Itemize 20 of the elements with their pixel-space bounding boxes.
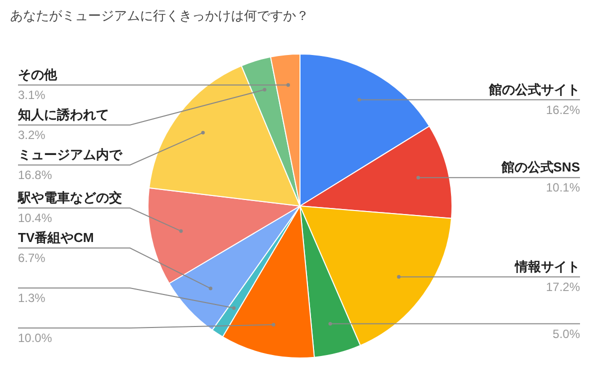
data-label: 1.3%: [18, 291, 46, 305]
slice-label: その他: [18, 66, 58, 82]
data-label: 10.4%: [18, 211, 52, 225]
slice-label: 知人に誘われて: [17, 106, 109, 122]
data-label: 17.2%: [546, 280, 580, 294]
data-label: 10.1%: [546, 180, 580, 195]
data-label: 3.1%: [18, 88, 46, 102]
slice-label: ミュージアム内で: [18, 146, 123, 162]
data-label: 6.7%: [18, 251, 46, 265]
data-label: 16.8%: [18, 168, 52, 182]
slice-label: 館の公式サイト: [488, 82, 580, 97]
data-label: 10.0%: [18, 331, 52, 345]
data-label: 5.0%: [552, 326, 580, 341]
data-label: 3.2%: [18, 128, 46, 142]
slice-label: TV番組やCM: [18, 230, 94, 245]
slice-label: 館の公式SNS: [500, 160, 580, 175]
slice-label: 駅や電車などの交: [17, 190, 122, 205]
slice-label: 情報サイト: [514, 258, 580, 274]
data-label: 16.2%: [546, 102, 580, 117]
title: あなたがミュージアムに行くきっかけは何ですか？: [10, 8, 309, 23]
